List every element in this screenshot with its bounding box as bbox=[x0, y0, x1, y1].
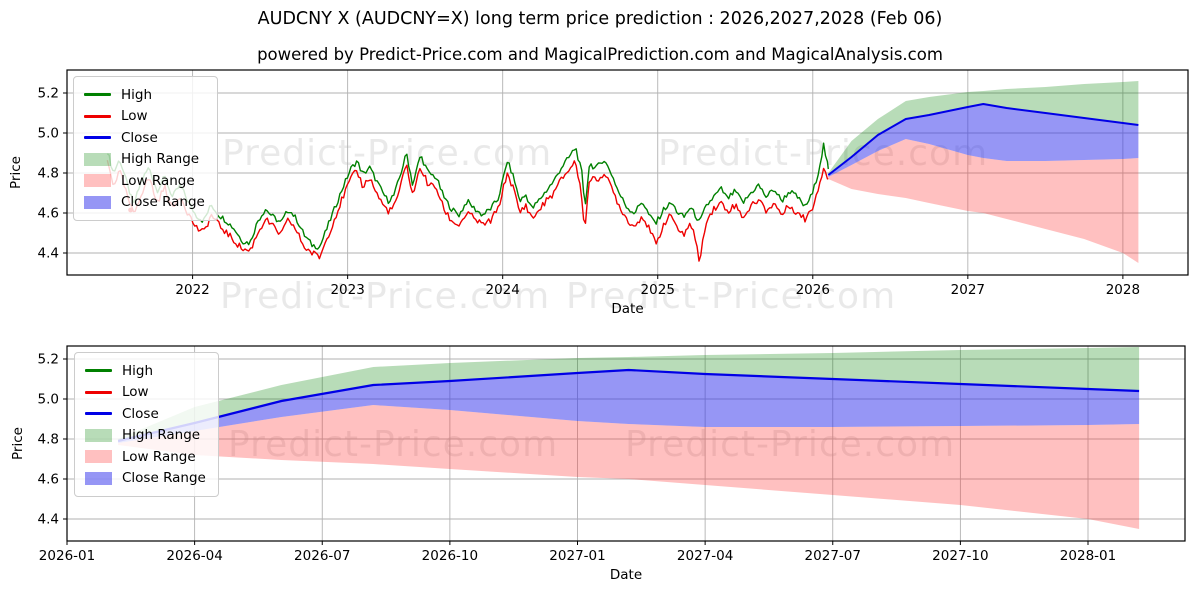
y-tick-label: 4.4 bbox=[38, 246, 59, 262]
legend-label: Low Range bbox=[121, 172, 195, 189]
legend-swatch-high-range bbox=[84, 152, 111, 166]
x-tick-label: 2028-01 bbox=[1060, 548, 1116, 564]
legend-label: High Range bbox=[121, 151, 200, 168]
legend-label: Close Range bbox=[121, 194, 205, 211]
x-axis-label: Date bbox=[611, 301, 643, 317]
forecast-detail-chart: 2026-01 2026-04 2026-07 2026-10 2027-01 2027-… bbox=[10, 345, 1186, 584]
high-range-band bbox=[828, 81, 1139, 175]
x-tick-label: 2026-01 bbox=[39, 548, 95, 564]
watermark-text: Predict-Price.com bbox=[220, 276, 551, 317]
legend-label: High Range bbox=[122, 427, 201, 444]
x-tick-label: 2023 bbox=[330, 282, 364, 298]
low-line-history bbox=[106, 160, 829, 262]
legend-item-low: Low bbox=[85, 382, 206, 404]
legend-item-high: High bbox=[84, 84, 205, 106]
legend-label: Close bbox=[122, 405, 159, 422]
legend-swatch-close-range bbox=[85, 471, 112, 485]
x-tick-label: 2026 bbox=[796, 282, 830, 298]
axis-labels: 2022 2023 2024 2025 2026 2027 2028 4.4 4.6 4.8 5.0… bbox=[8, 86, 1140, 318]
x-tick-label: 2027-07 bbox=[805, 548, 861, 564]
legend-label: Low Range bbox=[122, 448, 196, 465]
watermark-text: Predict-Price.com bbox=[222, 133, 553, 174]
high-line-history bbox=[106, 142, 829, 250]
x-tick-label: 2027-10 bbox=[932, 548, 988, 564]
legend-item-low-range: Low Range bbox=[84, 170, 205, 192]
legend-label: High bbox=[122, 362, 154, 379]
high-range-band bbox=[118, 347, 1140, 441]
legend-label: Close Range bbox=[122, 470, 206, 487]
low-range-band bbox=[118, 405, 1140, 529]
legend-swatch-low-range bbox=[84, 174, 111, 188]
x-axis-label: Date bbox=[610, 567, 642, 583]
x-tick-label: 2028 bbox=[1106, 282, 1140, 298]
legend-label: Low bbox=[122, 384, 149, 401]
axis-labels: 2026-01 2026-04 2026-07 2026-10 2027-01 2027-… bbox=[10, 352, 1116, 584]
plot-area bbox=[117, 347, 1140, 529]
plot-frame bbox=[66, 345, 1186, 542]
page-subtitle: powered by Predict-Price.com and Magical… bbox=[257, 45, 943, 64]
legend-swatch-close-range bbox=[84, 195, 111, 209]
watermark-text: Predict-Price.com bbox=[625, 424, 955, 465]
legend-swatch-low bbox=[84, 114, 111, 118]
y-tick-label: 5.2 bbox=[38, 352, 59, 368]
legend-item-low-range: Low Range bbox=[85, 446, 206, 468]
legend-swatch-low bbox=[85, 390, 112, 394]
y-tick-label: 4.6 bbox=[38, 206, 59, 222]
x-tick-label: 2022 bbox=[175, 282, 209, 298]
y-tick-label: 4.8 bbox=[38, 432, 59, 448]
x-tick-label: 2027 bbox=[951, 282, 985, 298]
legend-item-close-range: Close Range bbox=[84, 192, 205, 214]
legend-swatch-close bbox=[84, 136, 111, 140]
legend-item-high-range: High Range bbox=[84, 149, 205, 171]
x-tick-label: 2025 bbox=[641, 282, 675, 298]
close-range-band bbox=[828, 104, 1139, 177]
x-tick-label: 2024 bbox=[486, 282, 520, 298]
close-forecast-line bbox=[827, 103, 1139, 176]
plot-area bbox=[106, 81, 1139, 263]
y-tick-label: 4.8 bbox=[38, 166, 59, 182]
close-forecast-line bbox=[117, 368, 1140, 443]
legend-forecast-detail: High Low Close High Range Low Range Close Ran… bbox=[74, 352, 219, 497]
overview-chart: 2022 2023 2024 2025 2026 2027 2028 4.4 4.6 4.8 5.0… bbox=[8, 69, 1189, 318]
legend-item-high: High bbox=[85, 360, 206, 382]
y-tick-label: 5.0 bbox=[38, 126, 59, 142]
legend-label: Close bbox=[121, 129, 158, 146]
legend-swatch-close bbox=[85, 412, 112, 416]
x-tick-label: 2026-10 bbox=[422, 548, 478, 564]
y-tick-label: 4.4 bbox=[38, 512, 59, 528]
legend-item-high-range: High Range bbox=[85, 425, 206, 447]
page-title: AUDCNY X (AUDCNY=X) long term price pred… bbox=[257, 9, 943, 29]
legend-item-close: Close bbox=[84, 127, 205, 149]
y-tick-label: 5.0 bbox=[38, 392, 59, 408]
x-tick-label: 2026-07 bbox=[294, 548, 350, 564]
legend-item-close: Close bbox=[85, 403, 206, 425]
legend-item-close-range: Close Range bbox=[85, 468, 206, 490]
close-range-band bbox=[118, 370, 1140, 443]
legend-swatch-low-range bbox=[85, 450, 112, 464]
legend-swatch-high bbox=[85, 369, 112, 373]
y-axis-label: Price bbox=[10, 427, 26, 460]
legend-label: High bbox=[121, 86, 153, 103]
x-tick-label: 2027-04 bbox=[677, 548, 733, 564]
legend-item-low: Low bbox=[84, 106, 205, 128]
watermark-text: Predict-Price.com bbox=[228, 424, 558, 465]
low-range-band bbox=[828, 139, 1139, 263]
watermark-text: Predict-Price.com bbox=[566, 276, 897, 317]
legend-swatch-high-range bbox=[85, 428, 112, 442]
legend-overview: High Low Close High Range Low Range Close Ran… bbox=[73, 76, 218, 221]
x-tick-label: 2027-01 bbox=[549, 548, 605, 564]
legend-label: Low bbox=[121, 108, 148, 125]
legend-swatch-high bbox=[84, 93, 111, 97]
y-axis-label: Price bbox=[8, 156, 24, 189]
y-tick-label: 5.2 bbox=[38, 86, 59, 102]
y-tick-label: 4.6 bbox=[38, 472, 59, 488]
x-tick-label: 2026-04 bbox=[166, 548, 222, 564]
